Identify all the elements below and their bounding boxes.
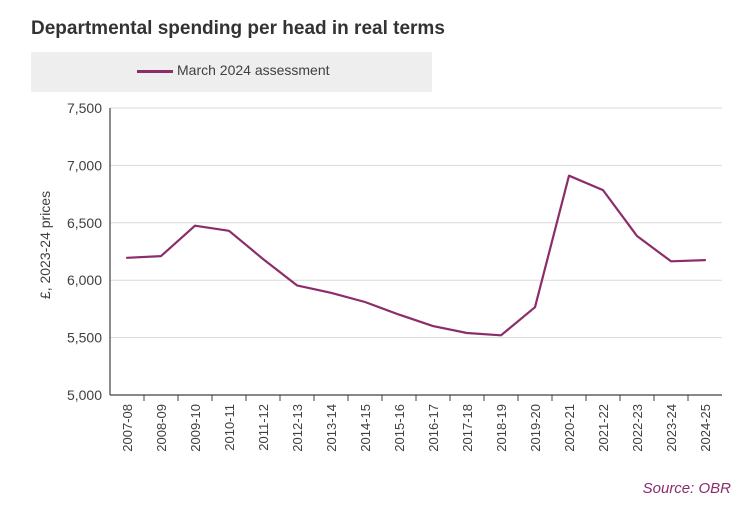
x-tick-label: 2018-19 xyxy=(494,404,509,452)
x-tick-label: 2019-20 xyxy=(528,404,543,452)
x-tick-label: 2008-09 xyxy=(154,404,169,452)
y-tick-label: 7,500 xyxy=(67,100,102,116)
y-tick-label: 5,000 xyxy=(67,387,102,403)
x-tick-label: 2021-22 xyxy=(596,404,611,452)
x-tick-label: 2009-10 xyxy=(188,404,203,452)
chart-title: Departmental spending per head in real t… xyxy=(31,18,445,39)
legend-swatch xyxy=(137,70,173,73)
x-tick-label: 2015-16 xyxy=(392,404,407,452)
y-tick-label: 6,500 xyxy=(67,215,102,231)
x-tick-label: 2010-11 xyxy=(222,404,237,451)
x-tick-label: 2013-14 xyxy=(324,404,339,452)
y-tick-label: 6,000 xyxy=(67,272,102,288)
y-tick-label: 5,500 xyxy=(67,330,102,346)
x-tick-label: 2017-18 xyxy=(460,404,475,452)
x-tick-label: 2011-12 xyxy=(256,404,271,451)
axes xyxy=(109,108,722,401)
x-tick-label: 2022-23 xyxy=(630,404,645,452)
x-tick-label: 2016-17 xyxy=(426,404,441,452)
source-note: Source: OBR xyxy=(642,480,731,497)
y-axis-label: £, 2023-24 prices xyxy=(37,191,53,299)
series-layer xyxy=(125,174,707,337)
y-tick-label: 7,000 xyxy=(67,157,102,173)
x-tick-label: 2024-25 xyxy=(698,404,713,452)
grid-lines xyxy=(110,107,722,339)
x-tick-label: 2023-24 xyxy=(664,404,679,452)
x-tick-label: 2012-13 xyxy=(290,404,305,452)
x-tick-label: 2007-08 xyxy=(120,404,135,452)
legend: March 2024 assessment xyxy=(31,52,432,92)
x-tick-label: 2014-15 xyxy=(358,404,373,452)
series-line xyxy=(125,174,707,337)
legend-label: March 2024 assessment xyxy=(177,62,330,78)
tick-labels: 5,000 5,500 6,000 6,500 7,000 7,500 2007-08 200… xyxy=(67,100,713,452)
x-tick-label: 2020-21 xyxy=(562,404,577,452)
